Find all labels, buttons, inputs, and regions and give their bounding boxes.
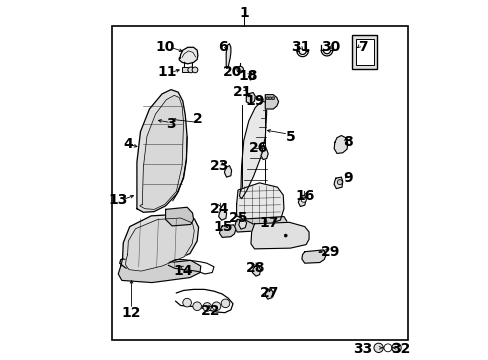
Circle shape [284,234,286,237]
Polygon shape [265,95,278,109]
Text: 24: 24 [209,202,229,216]
Polygon shape [165,207,193,226]
Polygon shape [234,217,286,232]
Circle shape [383,344,391,352]
Text: 6: 6 [218,40,227,54]
Circle shape [265,97,268,100]
Polygon shape [219,225,235,237]
Polygon shape [224,166,231,177]
Circle shape [301,197,305,202]
Polygon shape [238,219,246,229]
Circle shape [237,66,243,73]
Text: 15: 15 [213,220,232,234]
Text: 9: 9 [343,171,353,185]
Text: 17: 17 [259,216,278,230]
Bar [355,39,373,65]
Text: 20: 20 [223,66,242,80]
Circle shape [183,298,191,307]
Polygon shape [125,218,194,271]
Polygon shape [137,90,187,212]
Text: 13: 13 [108,193,128,207]
Text: 16: 16 [295,189,314,203]
Circle shape [212,302,221,311]
Text: 14: 14 [173,265,193,278]
Polygon shape [218,210,226,220]
Text: 12: 12 [122,306,141,320]
Polygon shape [252,265,260,276]
Text: 11: 11 [157,66,177,80]
Text: 23: 23 [209,159,228,173]
Polygon shape [298,195,305,207]
Polygon shape [333,135,347,153]
Circle shape [337,180,342,185]
Circle shape [271,97,274,100]
Circle shape [203,303,211,311]
Polygon shape [246,93,255,104]
Bar [182,67,187,72]
Text: 27: 27 [260,286,279,300]
Polygon shape [248,71,254,80]
Text: 21: 21 [232,85,252,99]
Polygon shape [333,177,342,189]
Text: 31: 31 [290,40,310,54]
Text: 2: 2 [193,112,203,126]
Circle shape [192,67,198,73]
Text: 8: 8 [343,135,353,149]
Text: 19: 19 [245,94,264,108]
Circle shape [221,299,229,308]
Polygon shape [265,289,273,299]
Polygon shape [301,250,325,263]
Circle shape [268,97,271,100]
Circle shape [391,343,400,352]
Bar [351,35,376,69]
Polygon shape [140,95,183,210]
Circle shape [187,67,193,73]
Circle shape [192,302,201,311]
Polygon shape [120,215,198,270]
Text: 3: 3 [166,117,176,131]
Text: 1: 1 [239,6,249,20]
Text: 29: 29 [320,245,340,259]
Polygon shape [226,44,230,68]
Text: 33: 33 [352,342,372,356]
Text: 7: 7 [357,40,367,54]
Polygon shape [179,47,198,64]
Text: 25: 25 [229,211,248,225]
Text: 26: 26 [249,141,268,155]
Polygon shape [250,222,308,249]
Text: 30: 30 [320,40,340,54]
Bar [112,26,407,339]
Text: 10: 10 [156,40,175,54]
Polygon shape [261,149,267,159]
Text: 4: 4 [123,137,133,151]
Text: 5: 5 [285,130,295,144]
Text: 32: 32 [390,342,409,356]
Polygon shape [118,259,201,283]
Text: 18: 18 [238,69,257,83]
Polygon shape [236,183,284,226]
Text: 22: 22 [200,304,220,318]
Text: 28: 28 [245,261,264,275]
Polygon shape [239,101,266,199]
Circle shape [373,343,383,352]
